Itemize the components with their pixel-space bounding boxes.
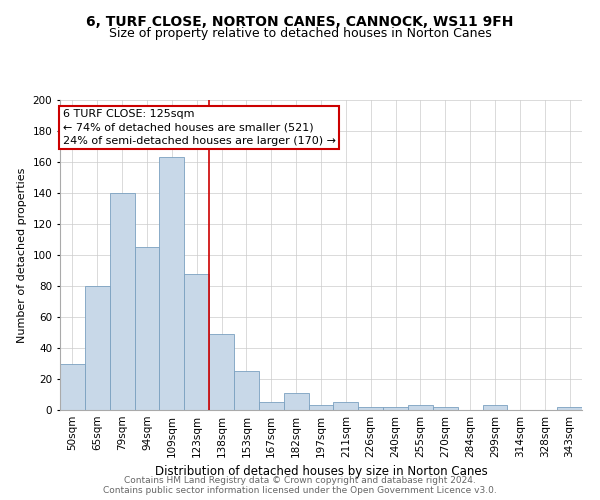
Bar <box>160 158 184 410</box>
Bar <box>110 193 134 410</box>
Bar <box>557 407 582 410</box>
Bar <box>408 406 433 410</box>
Bar <box>433 407 458 410</box>
Bar <box>383 407 408 410</box>
Text: Size of property relative to detached houses in Norton Canes: Size of property relative to detached ho… <box>109 28 491 40</box>
Bar <box>482 406 508 410</box>
Text: 6 TURF CLOSE: 125sqm
← 74% of detached houses are smaller (521)
24% of semi-deta: 6 TURF CLOSE: 125sqm ← 74% of detached h… <box>62 110 335 146</box>
Text: 6, TURF CLOSE, NORTON CANES, CANNOCK, WS11 9FH: 6, TURF CLOSE, NORTON CANES, CANNOCK, WS… <box>86 15 514 29</box>
Y-axis label: Number of detached properties: Number of detached properties <box>17 168 27 342</box>
Text: Contains HM Land Registry data © Crown copyright and database right 2024.
Contai: Contains HM Land Registry data © Crown c… <box>103 476 497 495</box>
Bar <box>134 247 160 410</box>
Bar <box>284 393 308 410</box>
Bar <box>334 402 358 410</box>
X-axis label: Distribution of detached houses by size in Norton Canes: Distribution of detached houses by size … <box>155 466 487 478</box>
Bar <box>259 402 284 410</box>
Bar <box>60 364 85 410</box>
Bar <box>184 274 209 410</box>
Bar <box>358 407 383 410</box>
Bar <box>308 406 334 410</box>
Bar <box>209 334 234 410</box>
Bar <box>85 286 110 410</box>
Bar <box>234 371 259 410</box>
